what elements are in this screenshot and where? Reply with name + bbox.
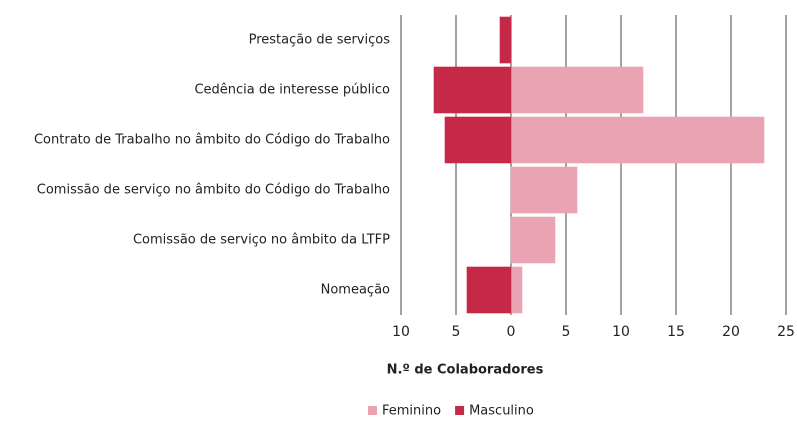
y-tick-label: Prestação de serviços [249, 33, 391, 48]
legend-label: Masculino [469, 404, 534, 419]
legend-label: Feminino [382, 404, 441, 419]
bar [466, 266, 512, 314]
y-tick-label: Comissão de serviço no âmbito do Código … [37, 183, 390, 198]
y-tick-label: Comissão de serviço no âmbito da LTFP [133, 233, 390, 248]
x-tick-label: 10 [392, 324, 410, 340]
bar [510, 66, 644, 114]
bar [510, 216, 556, 264]
bar [510, 266, 523, 314]
bar [444, 116, 512, 164]
x-tick-label: 15 [667, 324, 685, 340]
legend-swatch [455, 406, 465, 415]
bar [499, 16, 512, 64]
x-axis-title: N.º de Colaboradores [387, 363, 544, 378]
legend-swatch [368, 406, 377, 415]
x-tick-label: 5 [562, 324, 571, 340]
x-tick-label: 25 [777, 324, 795, 340]
y-tick-label: Contrato de Trabalho no âmbito do Código… [34, 133, 390, 148]
bar [433, 66, 512, 114]
y-tick-label: Nomeação [321, 283, 390, 298]
x-tick-label: 5 [452, 324, 461, 340]
bar [510, 166, 578, 214]
bar [510, 116, 765, 164]
y-tick-label: Cedência de interesse público [194, 83, 390, 98]
x-tick-label: 10 [612, 324, 630, 340]
x-tick-label: 20 [722, 324, 740, 340]
x-tick-label: 0 [507, 324, 516, 340]
